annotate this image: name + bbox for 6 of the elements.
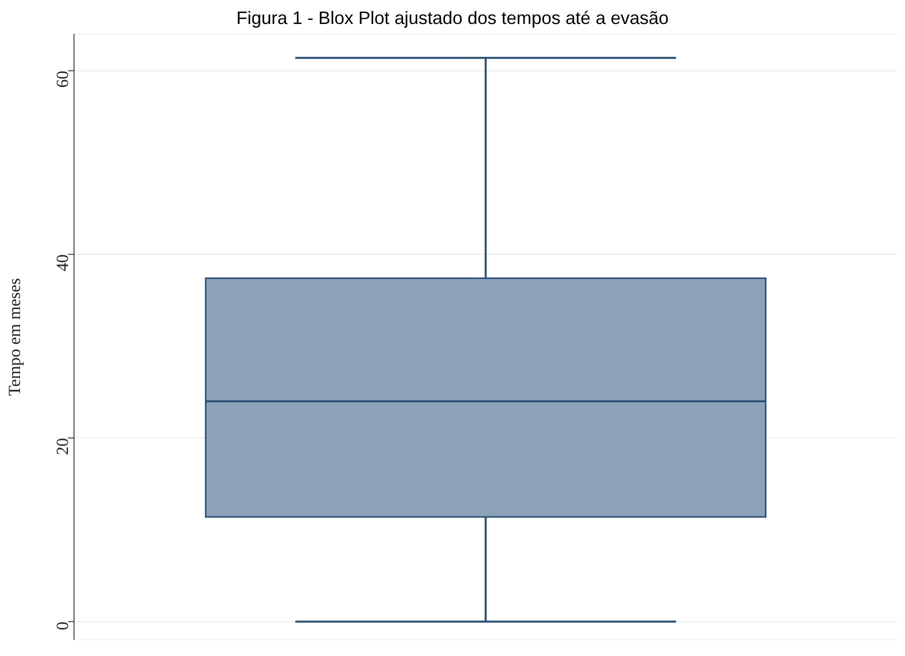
y-tick-label: 20	[53, 438, 72, 455]
y-tick-label: 60	[53, 70, 72, 88]
y-axis-title: Tempo em meses	[5, 278, 24, 396]
chart-title: Figura 1 - Blox Plot ajustado dos tempos até a evasão	[235, 8, 670, 30]
y-tick-label: 0	[53, 622, 72, 630]
y-tick-label: 40	[53, 254, 72, 272]
